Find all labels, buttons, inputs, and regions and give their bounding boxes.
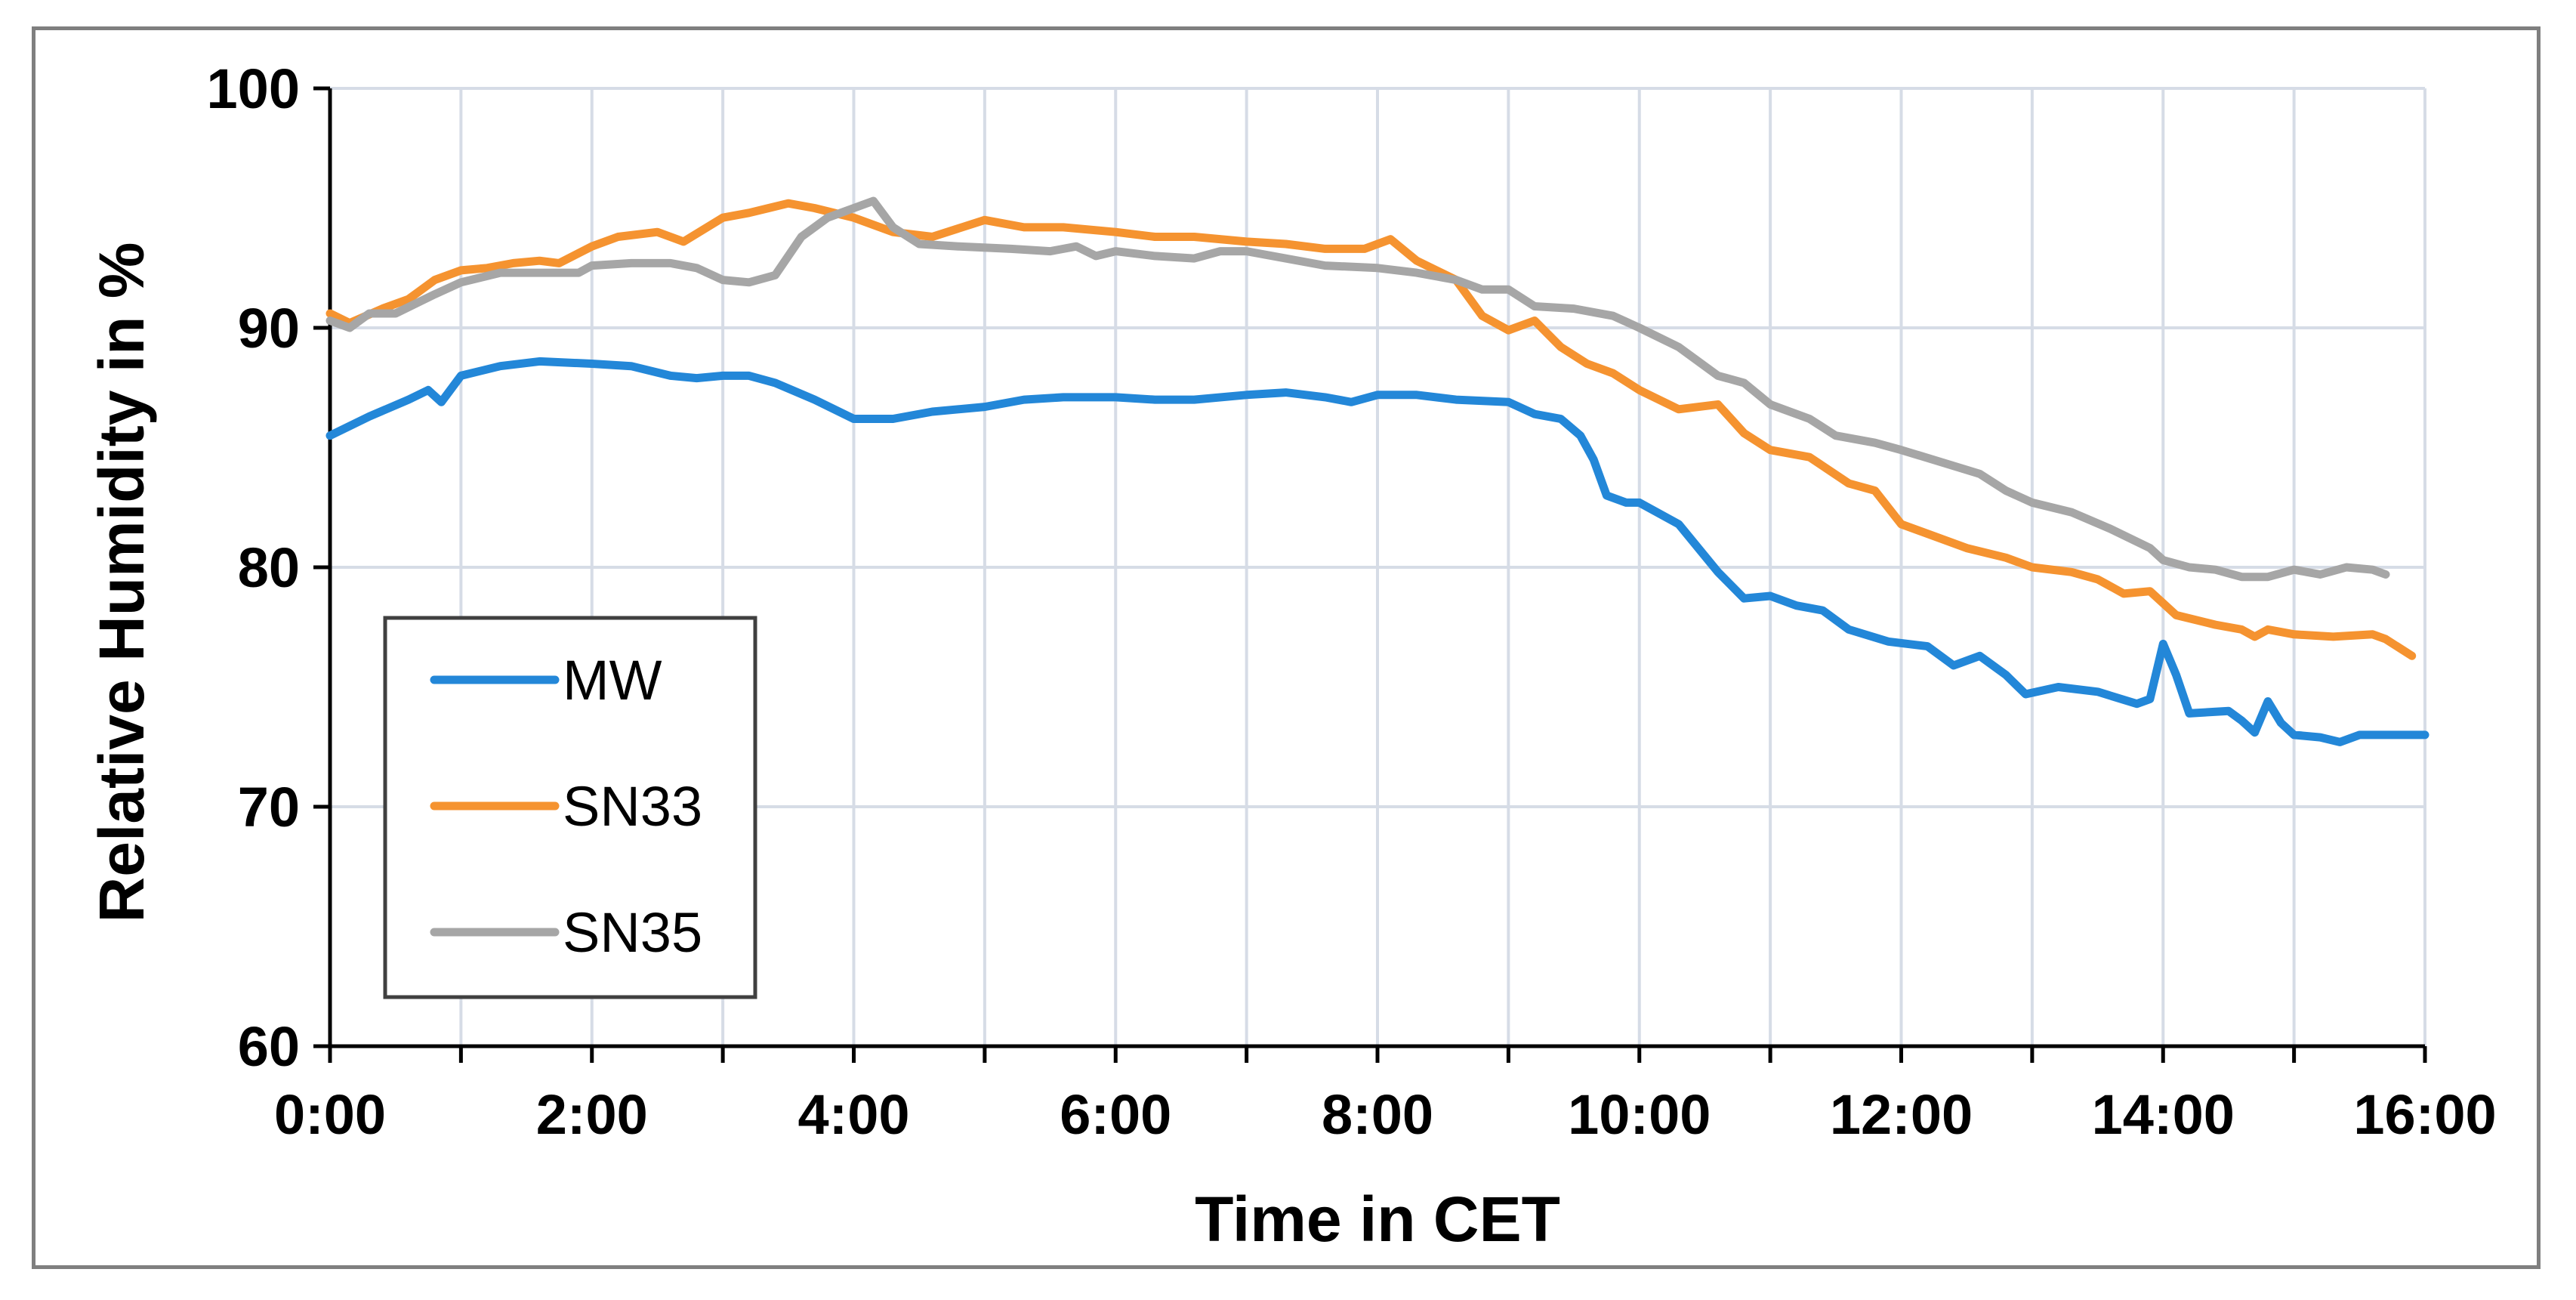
x-tick-label: 4:00 xyxy=(797,1083,909,1146)
x-tick-label: 6:00 xyxy=(1060,1083,1171,1146)
x-tick-label: 16:00 xyxy=(2353,1083,2496,1146)
legend: MW SN33 SN35 xyxy=(383,616,757,999)
y-axis-title: Relative Humidity in % xyxy=(86,242,157,923)
legend-label-sn33: SN33 xyxy=(563,775,702,838)
y-tick-label: 70 xyxy=(238,776,300,838)
x-tick-label: 10:00 xyxy=(1568,1083,1711,1146)
y-tick-label: 90 xyxy=(238,297,300,360)
x-tick-label: 0:00 xyxy=(274,1083,386,1146)
series-line-sn35 xyxy=(325,196,2390,582)
y-tick-label: 100 xyxy=(207,57,300,120)
x-tick-label: 14:00 xyxy=(2092,1083,2235,1146)
axes xyxy=(313,86,2427,1063)
y-tick-label: 80 xyxy=(238,536,300,599)
data-series xyxy=(325,196,2429,746)
x-tick-label: 8:00 xyxy=(1322,1083,1433,1146)
x-axis-title: Time in CET xyxy=(1195,1184,1560,1255)
series-line-mw xyxy=(325,357,2429,746)
x-tick-label: 12:00 xyxy=(1830,1083,1973,1146)
x-tick-label: 2:00 xyxy=(536,1083,648,1146)
legend-label-mw: MW xyxy=(563,649,662,712)
tick-labels: 0:00 2:00 4:00 6:00 8:00 10:00 12:00 14:00 16:00… xyxy=(207,57,2497,1146)
y-tick-label: 60 xyxy=(238,1015,300,1078)
legend-label-sn35: SN35 xyxy=(563,901,702,964)
